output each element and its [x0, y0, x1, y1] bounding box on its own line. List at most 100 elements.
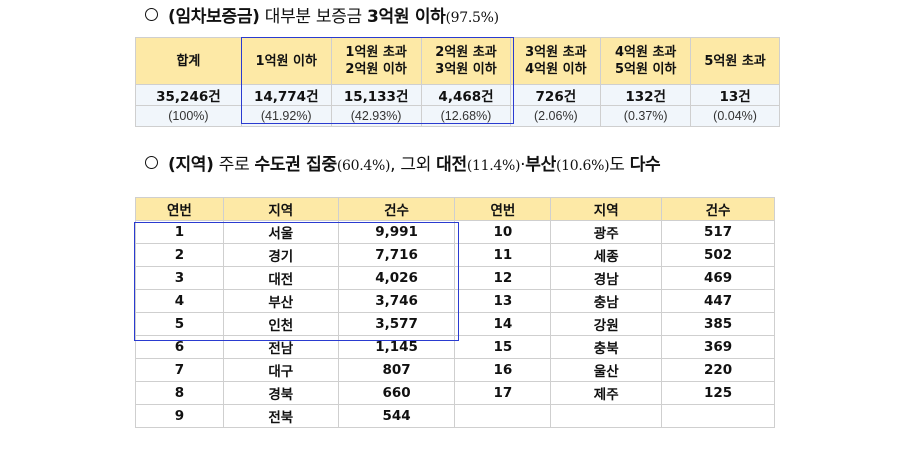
region-name-cell: 울산: [550, 358, 663, 382]
section2-text-part: 부산: [525, 155, 556, 175]
region-name-cell: 제주: [550, 381, 663, 405]
row-number-cell: 9: [135, 404, 224, 428]
case-count-cell: 807: [337, 358, 456, 382]
section-heading-deposit: (임차보증금) 대부분 보증금 3억원 이하(97.5%): [145, 3, 499, 31]
section2-text-part: 주로: [213, 155, 255, 175]
row-number-cell: 2: [135, 243, 224, 267]
count-cell: 132건: [600, 84, 692, 106]
section1-text-part: (97.5%): [445, 10, 500, 26]
section-heading-region: (지역) 주로 수도권 집중(60.4%), 그외 대전(11.4%)·부산(1…: [145, 151, 661, 179]
row-number-cell: 7: [135, 358, 224, 382]
region-name-cell: 경북: [222, 381, 339, 405]
case-count-cell: 544: [337, 404, 456, 428]
region-name-cell: 세종: [550, 243, 663, 267]
region-name-cell: 대전: [222, 266, 339, 290]
deposit-range-header: 3억원 초과 4억원 이하: [510, 37, 602, 85]
count-cell: 726건: [510, 84, 602, 106]
case-count-cell: 660: [337, 381, 456, 405]
region-name-cell: 광주: [550, 220, 663, 244]
row-number-cell: 15: [454, 335, 552, 359]
row-number-cell: 16: [454, 358, 552, 382]
header-line: 4억원 이하: [525, 62, 587, 77]
case-count-cell: 385: [661, 312, 775, 336]
row-number-cell: [454, 404, 552, 428]
table-header-row: 합계 1억원 이하 1억원 초과 2억원 이하 2억원 초과 3억원 이하 3억원 초과 4억…: [135, 37, 780, 85]
header-line: 5억원 초과: [704, 53, 766, 69]
table-row: 7 대구 807 16 울산 220: [135, 358, 775, 382]
section2-text-part: 도: [609, 155, 630, 175]
column-header: 지역: [550, 197, 663, 221]
case-count-cell: 3,746: [337, 289, 456, 313]
row-number-cell: 8: [135, 381, 224, 405]
row-number-cell: 1: [135, 220, 224, 244]
region-name-cell: 전남: [222, 335, 339, 359]
table-row: 6 전남 1,145 15 충북 369: [135, 335, 775, 359]
row-number-cell: 13: [454, 289, 552, 313]
section2-text-part: , 그외: [390, 155, 437, 175]
table-row: 4 부산 3,746 13 충남 447: [135, 289, 775, 313]
region-name-cell: 충북: [550, 335, 663, 359]
case-count-cell: 220: [661, 358, 775, 382]
deposit-range-header: 4억원 초과 5억원 이하: [600, 37, 692, 85]
section1-text-part: 대부분 보증금: [259, 7, 367, 27]
region-name-cell: 대구: [222, 358, 339, 382]
deposit-range-header: 5억원 초과: [690, 37, 780, 85]
header-line: 5억원 이하: [614, 62, 677, 77]
percent-cell: (2.06%): [510, 105, 602, 127]
deposit-range-header: 1억원 이하: [240, 37, 332, 85]
header-line: 4억원 초과: [614, 45, 677, 60]
deposit-range-header: 2억원 초과 3억원 이하: [420, 37, 512, 85]
deposit-range-header: 합계: [135, 37, 242, 85]
table-header-row: 연번 지역 건수 연번 지역 건수: [135, 197, 775, 221]
header-line: 1억원 이하: [255, 53, 317, 69]
row-number-cell: 12: [454, 266, 552, 290]
section1-text-part: 3억원 이하: [367, 7, 446, 27]
case-count-cell: 125: [661, 381, 775, 405]
case-count-cell: [661, 404, 775, 428]
region-name-cell: [550, 404, 663, 428]
table-row: 3 대전 4,026 12 경남 469: [135, 266, 775, 290]
row-number-cell: 4: [135, 289, 224, 313]
row-number-cell: 17: [454, 381, 552, 405]
table-row: 1 서울 9,991 10 광주 517: [135, 220, 775, 244]
case-count-cell: 1,145: [337, 335, 456, 359]
row-number-cell: 10: [454, 220, 552, 244]
section2-text-part: ·: [520, 155, 526, 175]
section1-text-part: (임차보증금): [168, 7, 260, 27]
column-header: 연번: [135, 197, 224, 221]
count-cell: 13건: [690, 84, 780, 106]
section2-text-part: (10.6%): [555, 158, 610, 174]
header-line: 3억원 초과: [525, 45, 587, 60]
header-line: 3억원 이하: [435, 62, 497, 77]
column-header: 지역: [222, 197, 339, 221]
region-name-cell: 충남: [550, 289, 663, 313]
section2-text-part: (지역): [168, 155, 214, 175]
row-number-cell: 6: [135, 335, 224, 359]
header-line: 합계: [176, 53, 201, 69]
region-name-cell: 부산: [222, 289, 339, 313]
percent-cell: (100%): [135, 105, 242, 127]
count-cell: 35,246건: [135, 84, 242, 106]
region-name-cell: 경기: [222, 243, 339, 267]
header-line: 2억원 이하: [345, 62, 407, 77]
row-number-cell: 14: [454, 312, 552, 336]
region-name-cell: 강원: [550, 312, 663, 336]
table-row: 5 인천 3,577 14 강원 385: [135, 312, 775, 336]
count-cell: 14,774건: [240, 84, 332, 106]
circle-bullet-icon: [145, 156, 158, 169]
column-header: 연번: [454, 197, 552, 221]
region-name-cell: 전북: [222, 404, 339, 428]
section2-text-part: 수도권 집중: [254, 155, 338, 175]
table-row: (100%) (41.92%) (42.93%) (12.68%) (2.06%) (0.…: [135, 105, 780, 127]
table-row: 9 전북 544: [135, 404, 775, 428]
case-count-cell: 502: [661, 243, 775, 267]
region-name-cell: 경남: [550, 266, 663, 290]
percent-cell: (42.93%): [330, 105, 422, 127]
table-row: 35,246건 14,774건 15,133건 4,468건 726건 132건 13건: [135, 84, 780, 106]
region-distribution-table: 연번 지역 건수 연번 지역 건수 1 서울 9,991 10 광주 517 2 경기 7,716 11 세종 5…: [135, 197, 775, 428]
percent-cell: (0.37%): [600, 105, 692, 127]
case-count-cell: 3,577: [337, 312, 456, 336]
section2-text-part: (11.4%): [466, 158, 521, 174]
row-number-cell: 3: [135, 266, 224, 290]
circle-bullet-icon: [145, 8, 158, 21]
